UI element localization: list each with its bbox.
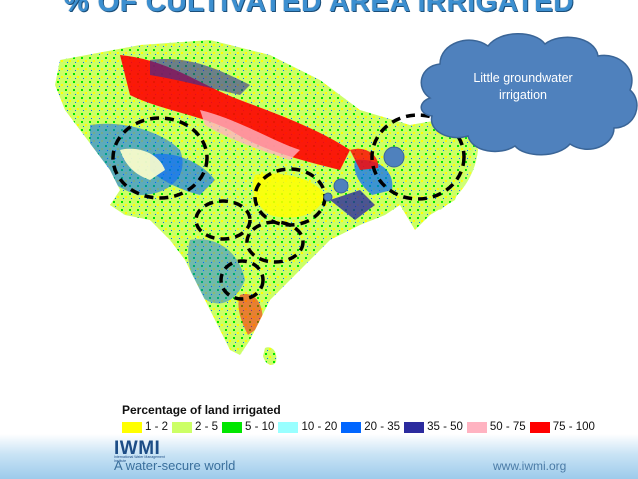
legend-label: 1 - 2 xyxy=(145,421,169,433)
legend-label: 75 - 100 xyxy=(552,421,595,433)
legend-label: 20 - 35 xyxy=(364,421,401,433)
legend-item: 10 - 20 xyxy=(278,421,337,433)
legend-label: 35 - 50 xyxy=(427,421,463,433)
marked-area-telangana xyxy=(219,259,265,301)
legend-swatch xyxy=(404,421,425,433)
callout-text: Little groundwater irrigation xyxy=(473,71,573,102)
map-legend: Percentage of land irrigated 1 - 2 2 - 5… xyxy=(112,400,595,440)
callout-dot-medium xyxy=(333,178,349,194)
logo-wordmark: IWMI xyxy=(114,438,161,459)
callout-dot-small xyxy=(323,192,333,202)
legend-swatch xyxy=(466,421,487,433)
marked-area-northeast xyxy=(370,113,466,201)
marked-area-vidarbha xyxy=(194,199,252,241)
legend-swatch xyxy=(122,421,142,433)
logo-subtitle: International Water Management Institute xyxy=(114,455,165,463)
legend-item: 50 - 75 xyxy=(466,421,526,433)
legend-swatch xyxy=(172,421,193,433)
legend-label: 50 - 75 xyxy=(489,421,526,433)
legend-title: Percentage of land irrigated xyxy=(122,403,281,417)
marked-area-west xyxy=(111,116,209,200)
legend-swatch xyxy=(278,421,299,433)
footer-band xyxy=(0,434,638,479)
legend-label: 2 - 5 xyxy=(195,421,219,433)
cloud-shape xyxy=(420,33,638,156)
legend-item: 35 - 50 xyxy=(404,421,463,433)
legend-items: 1 - 2 2 - 5 5 - 10 10 - 20 20 - 35 35 - … xyxy=(122,421,599,433)
legend-label: 5 - 10 xyxy=(245,421,275,433)
callout-cloud: Little groundwater irrigation xyxy=(410,28,638,160)
slide-title: % OF CULTIVATED AREA IRRIGATED xyxy=(63,0,575,17)
legend-swatch xyxy=(341,421,362,433)
legend-swatch xyxy=(222,421,243,433)
legend-label: 10 - 20 xyxy=(301,421,338,433)
iwmi-logo: IWMI International Water Management Inst… xyxy=(114,438,184,465)
footer-website-link[interactable]: www.iwmi.org xyxy=(493,459,567,473)
legend-item: 1 - 2 xyxy=(122,421,168,433)
marked-area-chhattisgarh xyxy=(245,220,305,264)
footer-tagline: A water-secure world xyxy=(114,458,236,473)
legend-item: 5 - 10 xyxy=(222,421,274,433)
legend-item: 2 - 5 xyxy=(172,421,218,433)
legend-swatch xyxy=(529,421,550,433)
india-map-graphic xyxy=(55,40,480,365)
sri-lanka-landmass xyxy=(263,347,277,365)
legend-item: 20 - 35 xyxy=(341,421,400,433)
callout-dot-large xyxy=(383,146,405,168)
irrigation-map xyxy=(55,40,480,365)
legend-item: 75 - 100 xyxy=(529,421,595,433)
